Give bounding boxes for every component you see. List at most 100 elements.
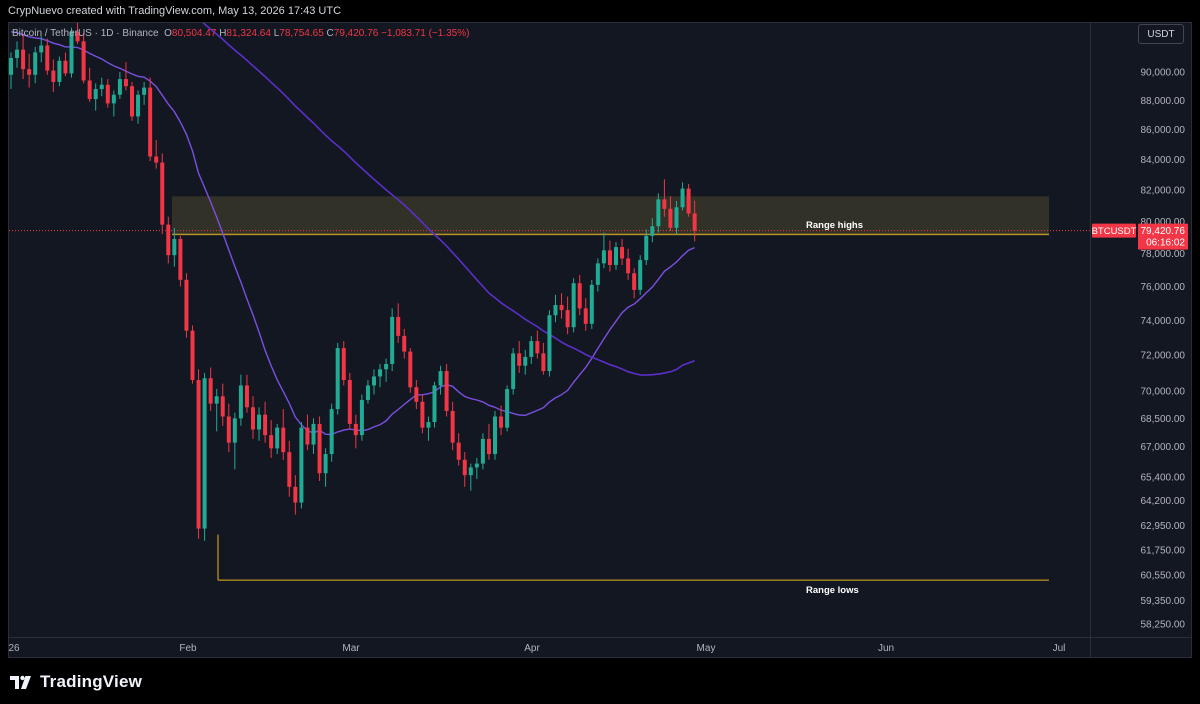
candle-body <box>644 235 649 261</box>
candle-body <box>396 316 401 336</box>
moving-average-long <box>201 23 695 376</box>
candle-body <box>9 57 13 75</box>
candle-body <box>523 356 528 366</box>
candle-body <box>311 423 316 445</box>
candle-body <box>75 31 80 42</box>
candle-body <box>123 79 128 87</box>
candle-body <box>281 427 286 453</box>
candle-body <box>196 380 201 529</box>
y-tick-label: 65,400.00 <box>1141 473 1186 484</box>
y-tick-label: 90,000.00 <box>1141 68 1186 79</box>
candle-body <box>626 258 631 274</box>
symbol-name[interactable]: Bitcoin / TetherUS · 1D · Binance <box>12 28 159 39</box>
candle-body <box>450 410 455 443</box>
candle-body <box>668 208 673 228</box>
attribution-text: CrypNuevo created with TradingView.com, … <box>8 5 342 17</box>
candle-body <box>317 423 322 474</box>
y-tick-label: 58,250.00 <box>1141 620 1186 631</box>
candle-body <box>372 376 376 386</box>
candle-body <box>347 380 352 424</box>
candle-body <box>323 454 328 474</box>
change-value: −1,083.71 (−1.35%) <box>381 28 470 39</box>
candle-body <box>111 94 116 104</box>
candle-body <box>57 60 62 82</box>
close-value: 79,420.76 <box>333 28 379 39</box>
candle-body <box>571 283 576 328</box>
candle-body <box>117 79 122 95</box>
x-tick-label: Feb <box>179 643 197 654</box>
candle-body <box>662 199 667 209</box>
candle-body <box>214 396 219 404</box>
candle-body <box>269 435 274 449</box>
y-tick-label: 86,000.00 <box>1141 125 1186 136</box>
candle-body <box>263 414 268 436</box>
candle-body <box>365 385 370 400</box>
candle-body <box>220 396 225 417</box>
candle-body <box>680 188 685 208</box>
y-tick-label: 62,950.00 <box>1141 521 1186 532</box>
x-tick-label: Jul <box>1053 643 1066 654</box>
tradingview-logo[interactable]: TradingView <box>10 672 142 692</box>
candle-body <box>438 371 443 386</box>
price-tag-countdown: 06:16:02 <box>1146 238 1185 249</box>
currency-button[interactable]: USDT <box>1138 24 1184 44</box>
candle-body <box>444 371 449 411</box>
candle-body <box>547 315 552 372</box>
tradingview-logo-icon <box>10 675 31 689</box>
candle-body <box>244 385 249 408</box>
price-tag-value: 79,420.76 <box>1141 226 1186 237</box>
candle-body <box>160 162 165 225</box>
candle-body <box>692 213 697 231</box>
candle-body <box>232 418 237 443</box>
candle-body <box>462 459 467 476</box>
y-tick-label: 78,000.00 <box>1141 249 1186 260</box>
candle-body <box>565 310 570 328</box>
candle-body <box>238 385 243 419</box>
candle-body <box>620 247 625 259</box>
candle-body <box>166 224 171 256</box>
candle-body <box>99 84 104 90</box>
candle-body <box>402 335 407 352</box>
candle-body <box>105 84 110 104</box>
y-tick-label: 82,000.00 <box>1141 186 1186 197</box>
candle-body <box>559 305 564 311</box>
price-tag-symbol-bg <box>1092 223 1136 238</box>
candle-body <box>190 330 195 381</box>
candle-body <box>420 401 425 428</box>
candle-body <box>511 353 516 390</box>
plot-area: Range highs Range lows <box>9 23 1090 596</box>
candle-body <box>589 284 594 324</box>
candle-body <box>408 351 413 388</box>
y-tick-label: 76,000.00 <box>1141 282 1186 293</box>
candle-body <box>650 226 655 236</box>
chart-panel[interactable] <box>8 22 1192 658</box>
open-label: O <box>164 28 172 39</box>
close-label: C <box>326 28 334 39</box>
candle-body <box>142 87 147 95</box>
candle-body <box>378 369 383 377</box>
candle-body <box>607 250 612 266</box>
candle-body <box>505 389 510 428</box>
candle-body <box>51 70 56 82</box>
open-value: 80,504.47 <box>171 28 217 39</box>
candle-body <box>499 416 504 428</box>
y-tick-label: 61,750.00 <box>1141 545 1186 556</box>
candle-body <box>226 416 231 443</box>
candle-body <box>184 279 189 331</box>
y-tick-label: 72,000.00 <box>1141 351 1186 362</box>
candle-body <box>178 239 183 280</box>
candle-body <box>93 89 98 100</box>
y-tick-label: 88,000.00 <box>1141 96 1186 107</box>
candle-body <box>480 438 485 464</box>
candle-body <box>384 363 389 370</box>
candle-body <box>341 348 346 381</box>
candle-body <box>426 422 431 428</box>
candle-body <box>45 45 50 71</box>
x-tick-label: Mar <box>342 643 360 654</box>
candle-body <box>529 341 534 357</box>
candle-body <box>601 250 606 264</box>
candle-body <box>541 353 546 372</box>
candle-body <box>148 87 153 157</box>
candle-body <box>486 438 491 455</box>
